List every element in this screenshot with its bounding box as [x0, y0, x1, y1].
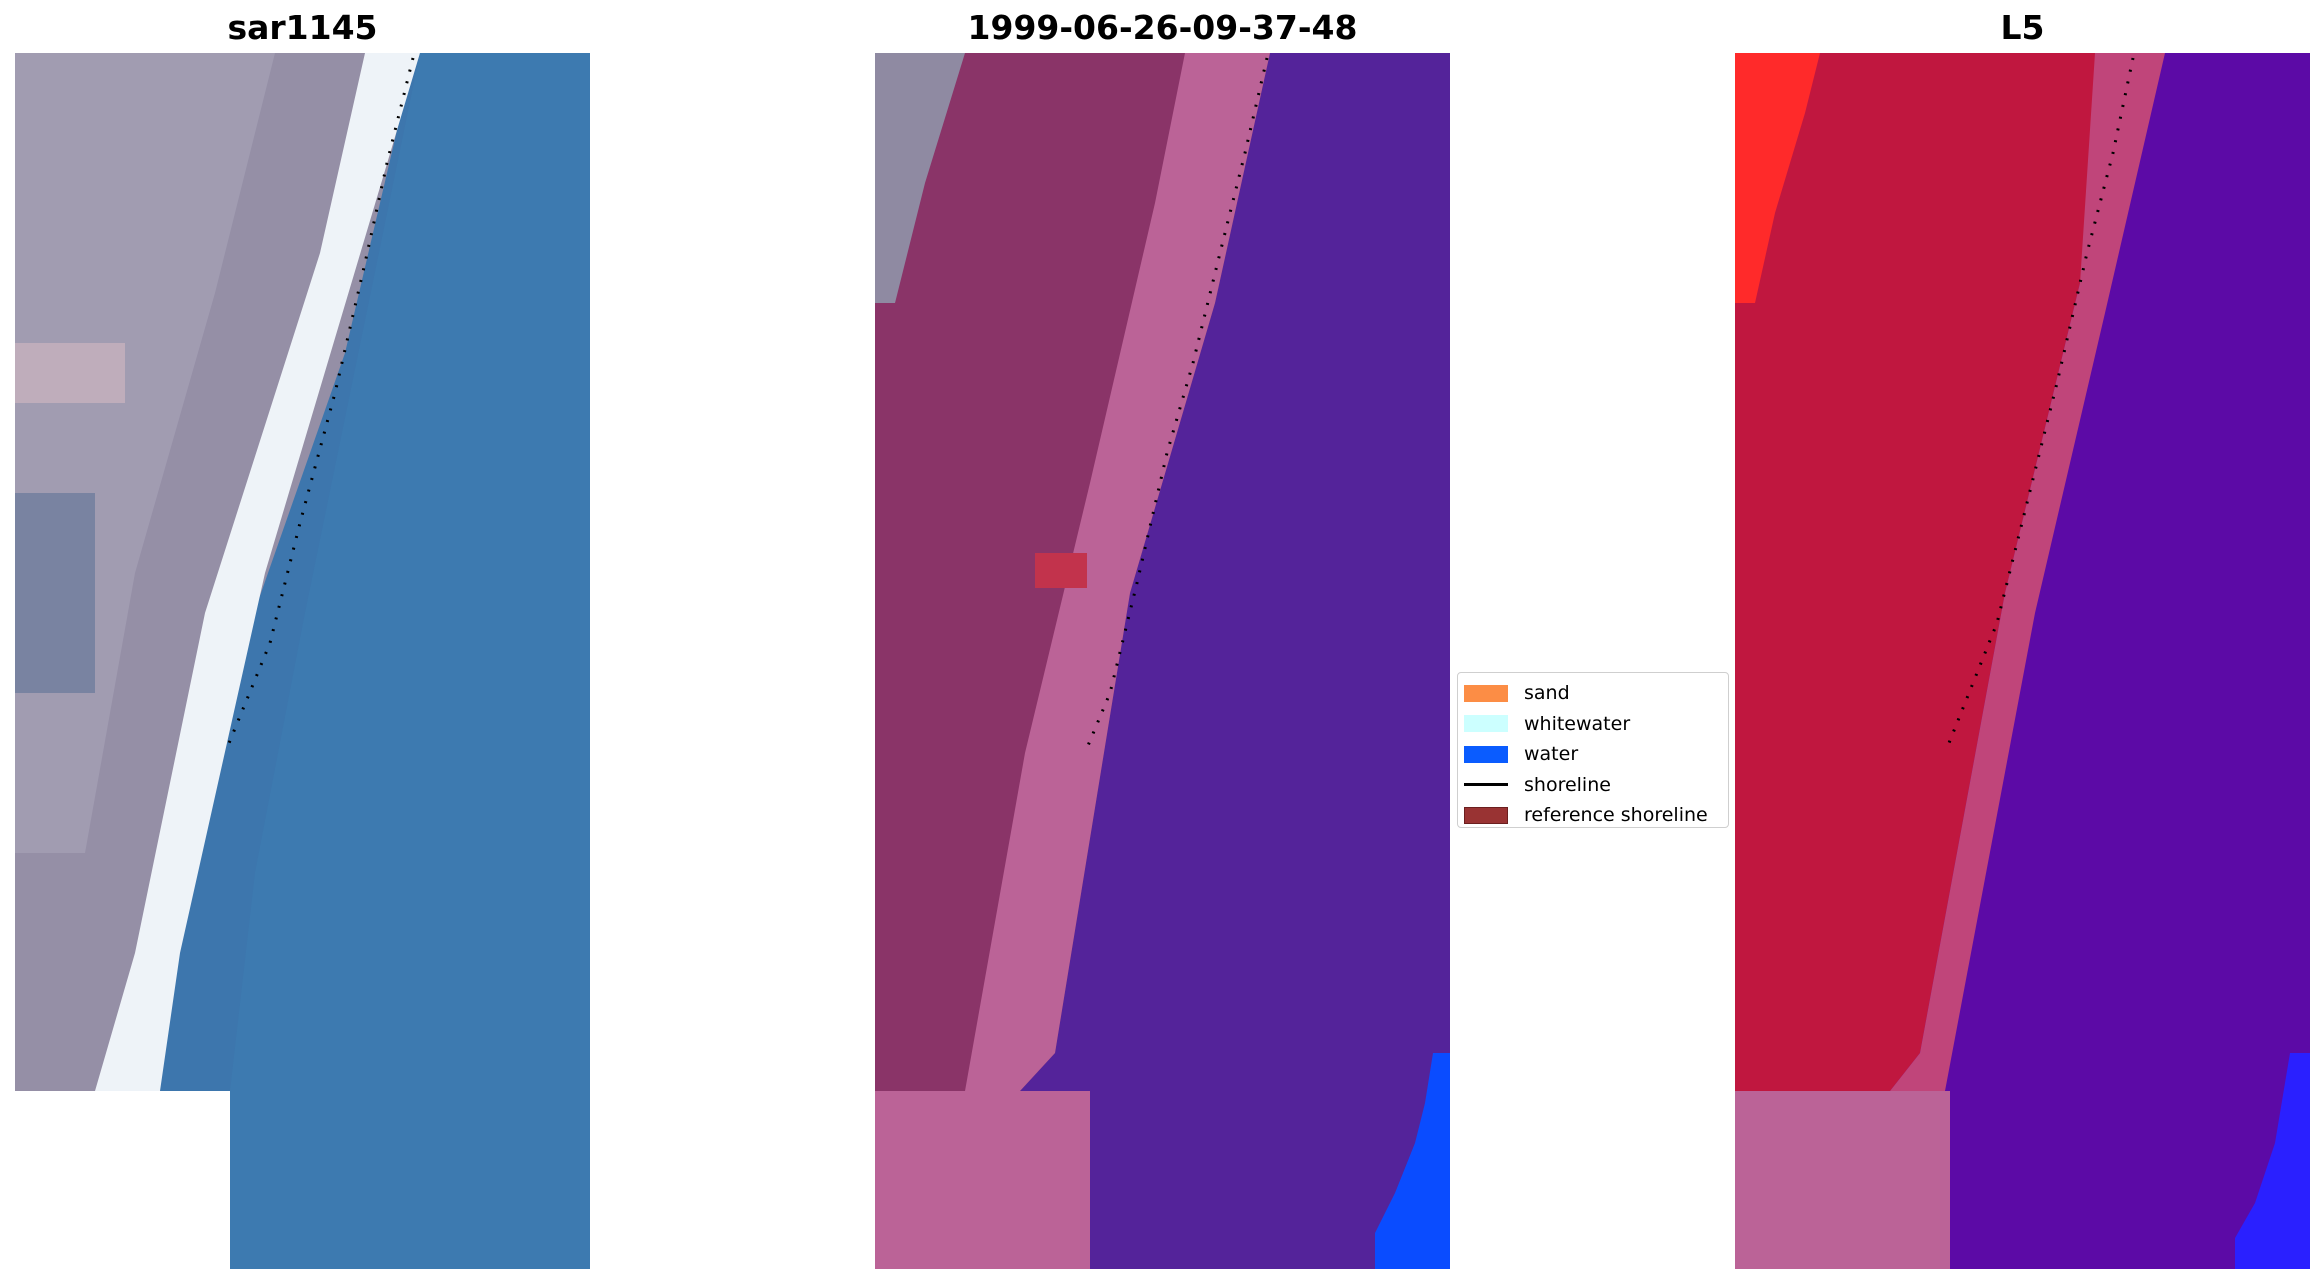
panel-title-mndwi: L5 — [2000, 8, 2045, 47]
mndwi-shoreline — [1945, 57, 2135, 749]
legend-label-shoreline: shoreline — [1524, 773, 1611, 796]
panel-title-classification: 1999-06-26-09-37-48 — [967, 8, 1358, 47]
reference-shoreline-swatch — [1464, 806, 1508, 824]
legend-item-water: water — [1464, 739, 1728, 770]
rgb-sand-patch — [15, 343, 125, 403]
rgb-blue-tint — [230, 53, 590, 1269]
legend-label-whitewater: whitewater — [1524, 712, 1631, 735]
rgb-shoreline — [225, 57, 415, 749]
class-shoreline — [1085, 57, 1269, 749]
class-beach — [965, 53, 1270, 1091]
legend-item-shoreline: shoreline — [1464, 770, 1728, 801]
rgb-whitewater — [95, 53, 420, 1091]
legend: sand whitewater water shoreline referenc… — [1457, 672, 1729, 828]
legend-label-sand: sand — [1524, 682, 1570, 705]
mndwi-land — [1735, 53, 2135, 1091]
rgb-image-panel — [15, 53, 590, 1269]
panel-title-rgb: sar1145 — [227, 8, 378, 47]
classification-panel — [875, 53, 1450, 1269]
shoreline-swatch — [1464, 783, 1508, 787]
rgb-dark-patch — [15, 493, 95, 693]
rgb-image — [15, 53, 590, 1269]
legend-item-sand: sand — [1464, 678, 1728, 709]
mndwi-transition — [1890, 53, 2165, 1091]
legend-label-reference-shoreline: reference shoreline — [1524, 804, 1708, 827]
class-nodata-pink — [875, 1091, 1090, 1269]
mndwi-bright-red — [1735, 53, 1820, 303]
legend-item-reference-shoreline: reference shoreline — [1464, 800, 1728, 831]
rgb-nodata — [15, 1091, 230, 1269]
whitewater-swatch — [1464, 715, 1508, 733]
legend-label-water: water — [1524, 743, 1579, 766]
legend-item-whitewater: whitewater — [1464, 709, 1728, 740]
classification-image — [875, 53, 1450, 1269]
mndwi-image — [1735, 53, 2310, 1269]
class-red-pixel — [1035, 553, 1087, 588]
mndwi-bright-blue — [2235, 1053, 2310, 1269]
mndwi-nodata-pink — [1735, 1091, 1950, 1269]
class-bright-water — [1375, 1053, 1450, 1269]
class-gray-corner — [875, 53, 965, 303]
water-swatch — [1464, 745, 1508, 763]
sand-swatch — [1464, 684, 1508, 702]
mndwi-panel — [1735, 53, 2310, 1269]
